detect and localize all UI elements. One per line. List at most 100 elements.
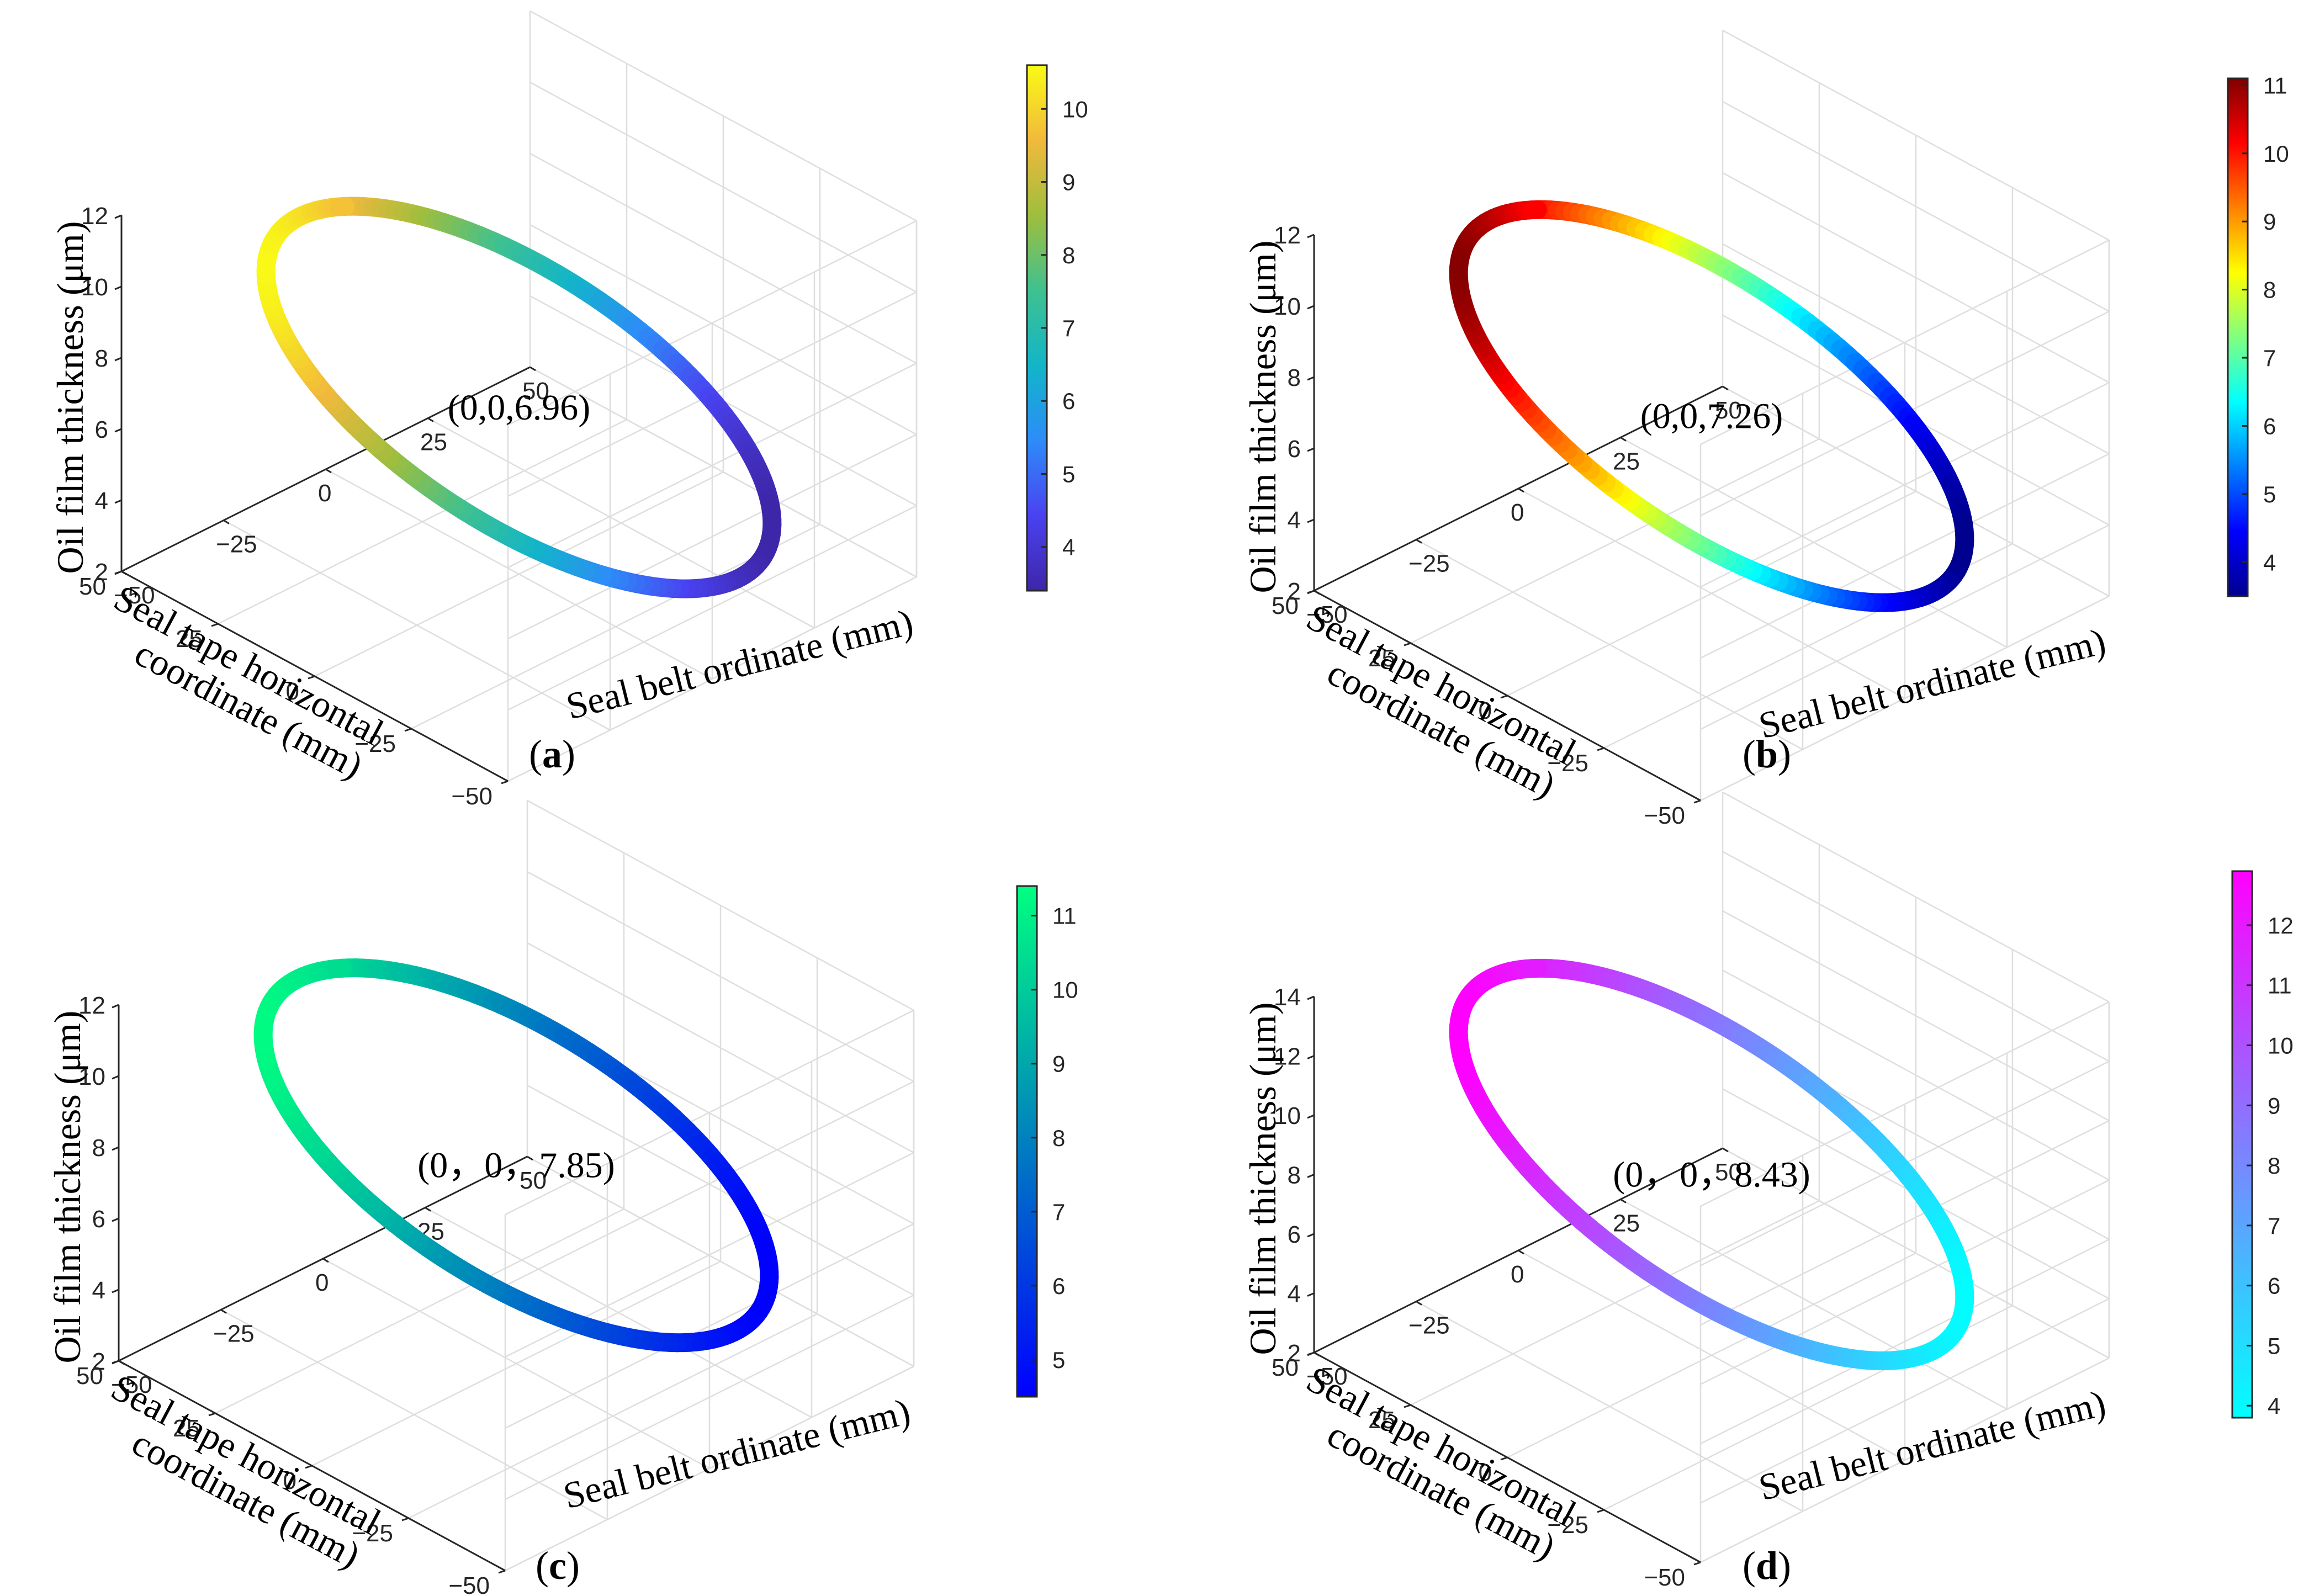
- z-tick-label: 8: [1288, 1162, 1301, 1189]
- colorbar-tick-label: 11: [1052, 903, 1077, 929]
- z-tick: [1307, 1174, 1315, 1178]
- z-tick: [114, 499, 122, 504]
- x-tick: [1597, 747, 1604, 751]
- y-tick: [1722, 385, 1729, 391]
- z-tick-label: 4: [95, 487, 108, 515]
- colorbar-bar: [1016, 885, 1038, 1398]
- z-tick: [1307, 1114, 1315, 1119]
- x-tick-label: −50: [448, 1572, 490, 1596]
- y-tick-label: −50: [111, 1371, 152, 1398]
- x-tick: [308, 675, 315, 680]
- x-tick-label: 0: [1479, 1459, 1492, 1486]
- y-tick-label: 25: [1613, 448, 1640, 475]
- y-tick: [1314, 590, 1320, 595]
- colorbar-tick-label: 10: [2268, 1032, 2294, 1058]
- z-tick: [114, 428, 122, 433]
- colorbar-tick-label: 5: [1062, 461, 1075, 487]
- z-tick-label: 2: [92, 1348, 105, 1375]
- wall-grid-line: [505, 1365, 914, 1572]
- y-tick: [325, 468, 332, 474]
- y-tick: [1722, 1147, 1729, 1153]
- y-tick-label: −25: [213, 1321, 255, 1348]
- y-tick: [527, 1155, 533, 1161]
- x-tick: [1597, 1509, 1604, 1513]
- y-tick: [1620, 1199, 1627, 1203]
- wall-grid-line: [1722, 243, 2110, 455]
- z-tick-label: 10: [1274, 1102, 1301, 1130]
- floor-grid-line: [1416, 1301, 1803, 1512]
- z-tick-label: 8: [92, 1134, 105, 1162]
- x-tick: [1500, 694, 1508, 699]
- z-tick: [112, 1146, 119, 1151]
- z-tick: [112, 1217, 119, 1222]
- wall-grid-line: [1722, 910, 2110, 1122]
- colorbar: 5 6 7 8 9 10 11: [1016, 885, 1078, 1398]
- wall-grid-line: [1722, 969, 2110, 1181]
- colorbar-tick-label: 4: [2268, 1393, 2280, 1419]
- x-tick-label: −25: [1547, 750, 1588, 777]
- z-tick: [114, 285, 122, 290]
- floor-grid-line: [1518, 1249, 1905, 1461]
- colorbar-tick-label: 7: [2268, 1213, 2280, 1239]
- panel-label-letter: d: [1756, 1544, 1778, 1588]
- panel-label-letter: a: [542, 732, 562, 776]
- wall-grid-line: [1722, 1147, 2110, 1359]
- y-tick-label: −25: [1408, 550, 1450, 577]
- panel-label: (b): [1743, 732, 1791, 776]
- wall-grid-line: [527, 1155, 914, 1367]
- colorbar-tick-label: 6: [1052, 1273, 1065, 1299]
- z-tick-label: 12: [1274, 1043, 1301, 1070]
- y-tick-label: 25: [420, 429, 447, 456]
- colorbar-tick-label: 7: [1052, 1199, 1065, 1225]
- z-tick: [1307, 518, 1315, 523]
- wall-grid-line: [529, 81, 917, 293]
- x-tick: [401, 1517, 409, 1521]
- z-tick: [1307, 1292, 1315, 1297]
- x-tick-label: −50: [451, 783, 492, 810]
- colorbar-tick-label: 11: [2263, 72, 2287, 98]
- wall-grid-line: [1700, 1120, 2110, 1326]
- y-axis-title: Seal belt ordinate (mm): [1755, 1382, 2110, 1509]
- y-tick: [1314, 1351, 1320, 1357]
- wall-grid-line: [1722, 100, 2110, 312]
- colorbar-tick-label: 7: [2263, 345, 2276, 371]
- colorbar-tick-label: 8: [1052, 1125, 1065, 1151]
- wall-grid-line: [1722, 385, 2110, 597]
- y-tick-label: 50: [522, 378, 549, 405]
- wall-grid-line: [1700, 595, 2110, 802]
- colorbar-tick-label: 5: [2268, 1333, 2280, 1359]
- z-tick: [1307, 376, 1315, 381]
- z-axis-title: Oil film thickness (μm): [1242, 1003, 1284, 1355]
- y-tick-label: −50: [1306, 1363, 1348, 1390]
- colorbar-tick-label: 9: [2263, 209, 2276, 235]
- panel-label-open: (: [536, 1544, 549, 1588]
- x-tick-label: 50: [79, 573, 106, 600]
- y-tick: [529, 366, 536, 372]
- y-axis-title: Seal belt ordinate (mm): [1755, 620, 2110, 747]
- x-tick-label: −50: [1644, 802, 1685, 829]
- floor-grid-line: [322, 1258, 710, 1470]
- colorbar-tick-label: 9: [2268, 1093, 2280, 1118]
- wall-grid-line: [529, 366, 917, 578]
- grid-lines: [1314, 29, 2110, 802]
- z-axis-title: Oil film thickness (μm): [46, 1011, 88, 1364]
- floor-grid-line: [427, 417, 815, 629]
- colorbar-tick-label: 5: [1052, 1347, 1065, 1373]
- colorbar-tick-label: 4: [1062, 534, 1075, 560]
- y-tick-label: 25: [1613, 1210, 1640, 1237]
- x-tick-label: 25: [173, 1415, 200, 1442]
- z-tick: [112, 1289, 119, 1293]
- z-tick-label: 4: [1288, 1281, 1301, 1308]
- z-tick: [1307, 305, 1315, 310]
- colorbar-tick-label: 10: [1052, 977, 1078, 1003]
- z-tick: [114, 214, 122, 219]
- panel-label-close: ): [1778, 732, 1791, 776]
- y-tick-label: −25: [216, 531, 257, 558]
- panel-label-close: ): [1778, 1544, 1791, 1588]
- z-tick-label: 6: [95, 416, 108, 443]
- z-tick: [114, 357, 122, 362]
- z-tick-label: 8: [1288, 364, 1301, 391]
- z-tick-label: 10: [81, 274, 108, 301]
